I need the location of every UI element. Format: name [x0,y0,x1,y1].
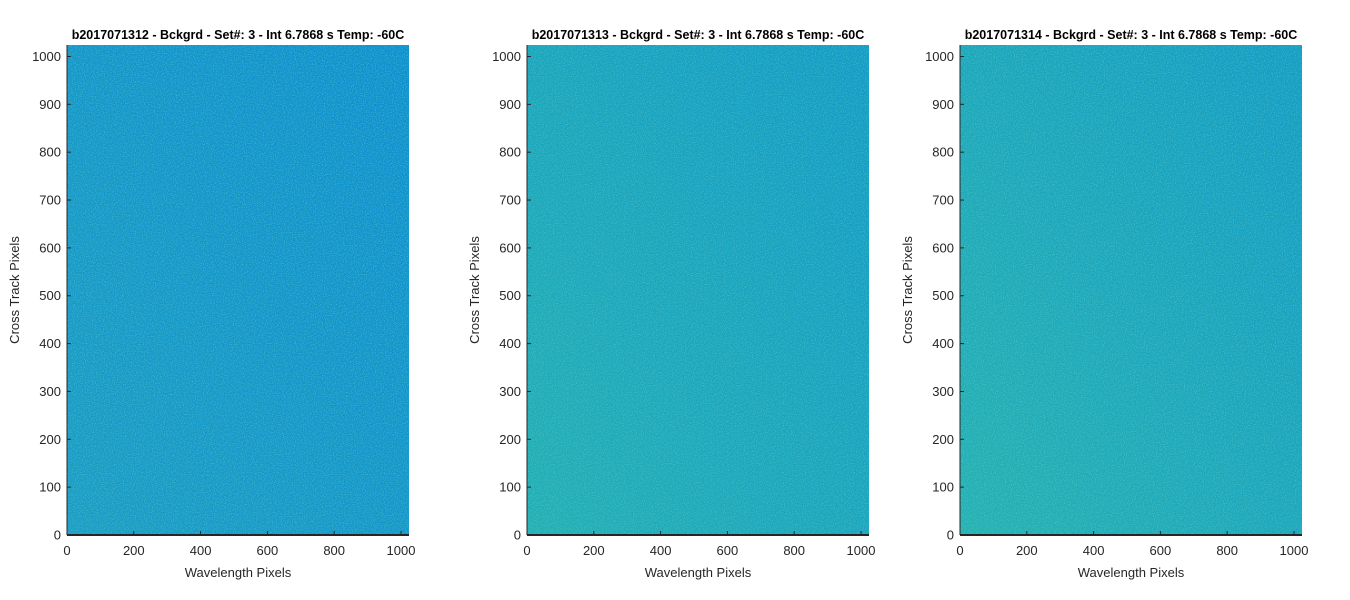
subplot-1-ytick-label: 800 [39,145,61,160]
subplot-1-ytick-label: 0 [54,528,61,543]
subplot-1-xlabel: Wavelength Pixels [185,565,292,580]
subplot-1-xtick-label: 400 [190,543,212,558]
subplot-3-xtick-label: 800 [1216,543,1238,558]
subplot-1-heatmap-noise [67,45,409,535]
subplot-1-ytick-label: 400 [39,336,61,351]
subplot-1-title: b2017071312 - Bckgrd - Set#: 3 - Int 6.7… [72,28,405,42]
subplot-3-xtick-label: 400 [1083,543,1105,558]
subplot-1-ytick-label: 1000 [32,49,61,64]
subplot-2-ytick-label: 700 [499,193,521,208]
subplot-2-ytick-label: 800 [499,145,521,160]
subplot-1-xtick-label: 600 [257,543,279,558]
subplot-1-xtick-label: 0 [63,543,70,558]
subplot-3-xlabel: Wavelength Pixels [1078,565,1185,580]
subplot-1-plot: 0 100 200 300 400 500 600 700 800 900 1000 0 200 400 6… [32,45,415,558]
subplot-1-ytick-label: 300 [39,384,61,399]
subplot-2-xtick-label: 1000 [847,543,876,558]
subplot-3-title: b2017071314 - Bckgrd - Set#: 3 - Int 6.7… [965,28,1298,42]
subplot-3-ytick-label: 800 [932,145,954,160]
subplot-2-xlabel: Wavelength Pixels [645,565,752,580]
subplot-1-ytick-label: 100 [39,480,61,495]
subplot-2-plot: 0 100 200 300 400 500 600 700 800 900 1000 0 200 400 6… [492,45,875,558]
subplot-1-ytick-label: 500 [39,288,61,303]
subplot-2-ytick-label: 900 [499,97,521,112]
subplot-2-ytick-label: 100 [499,480,521,495]
subplot-3-xtick-label: 200 [1016,543,1038,558]
subplot-2-ytick-label: 600 [499,240,521,255]
subplot-1-xtick-label: 1000 [387,543,416,558]
subplot-2-ytick-label: 500 [499,288,521,303]
subplot-2-heatmap-noise [527,45,869,535]
subplot-2-xtick-label: 600 [717,543,739,558]
subplot-2-xtick-label: 800 [783,543,805,558]
subplot-2-title: b2017071313 - Bckgrd - Set#: 3 - Int 6.7… [532,28,865,42]
subplot-3-xtick-label: 600 [1150,543,1172,558]
subplot-3-plot: 0 100 200 300 400 500 600 700 800 900 1000 0 200 400 6… [925,45,1308,558]
subplot-3-ytick-label: 600 [932,240,954,255]
subplot-3-xtick-label: 1000 [1280,543,1309,558]
subplot-2: b2017071313 - Bckgrd - Set#: 3 - Int 6.7… [467,28,864,580]
subplot-2-ytick-label: 200 [499,432,521,447]
subplot-3-heatmap-noise [960,45,1302,535]
subplot-3-ylabel: Cross Track Pixels [900,236,915,344]
subplot-3-ytick-label: 400 [932,336,954,351]
subplot-3-ytick-label: 100 [932,480,954,495]
subplot-2-xtick-label: 400 [650,543,672,558]
subplot-1-xtick-label: 200 [123,543,145,558]
subplot-2-ytick-label: 0 [514,528,521,543]
subplot-3-ytick-label: 500 [932,288,954,303]
subplot-1-ytick-label: 700 [39,193,61,208]
subplot-3-ytick-label: 1000 [925,49,954,64]
subplot-3: b2017071314 - Bckgrd - Set#: 3 - Int 6.7… [900,28,1297,580]
subplot-1-ytick-label: 900 [39,97,61,112]
subplot-2-xtick-label: 0 [523,543,530,558]
subplot-3-ytick-label: 200 [932,432,954,447]
subplot-2-ytick-label: 400 [499,336,521,351]
subplot-1-xtick-label: 800 [323,543,345,558]
subplot-3-ytick-label: 900 [932,97,954,112]
subplot-3-ytick-label: 700 [932,193,954,208]
subplot-2-ytick-label: 300 [499,384,521,399]
subplot-1-ytick-label: 600 [39,240,61,255]
subplot-2-ylabel: Cross Track Pixels [467,236,482,344]
subplot-3-ytick-label: 0 [947,528,954,543]
subplot-2-ytick-label: 1000 [492,49,521,64]
subplot-3-xtick-label: 0 [956,543,963,558]
subplot-3-ytick-label: 300 [932,384,954,399]
subplot-2-xtick-label: 200 [583,543,605,558]
subplot-1-ylabel: Cross Track Pixels [7,236,22,344]
subplot-1: b2017071312 - Bckgrd - Set#: 3 - Int 6.7… [7,28,404,580]
subplot-1-ytick-label: 200 [39,432,61,447]
